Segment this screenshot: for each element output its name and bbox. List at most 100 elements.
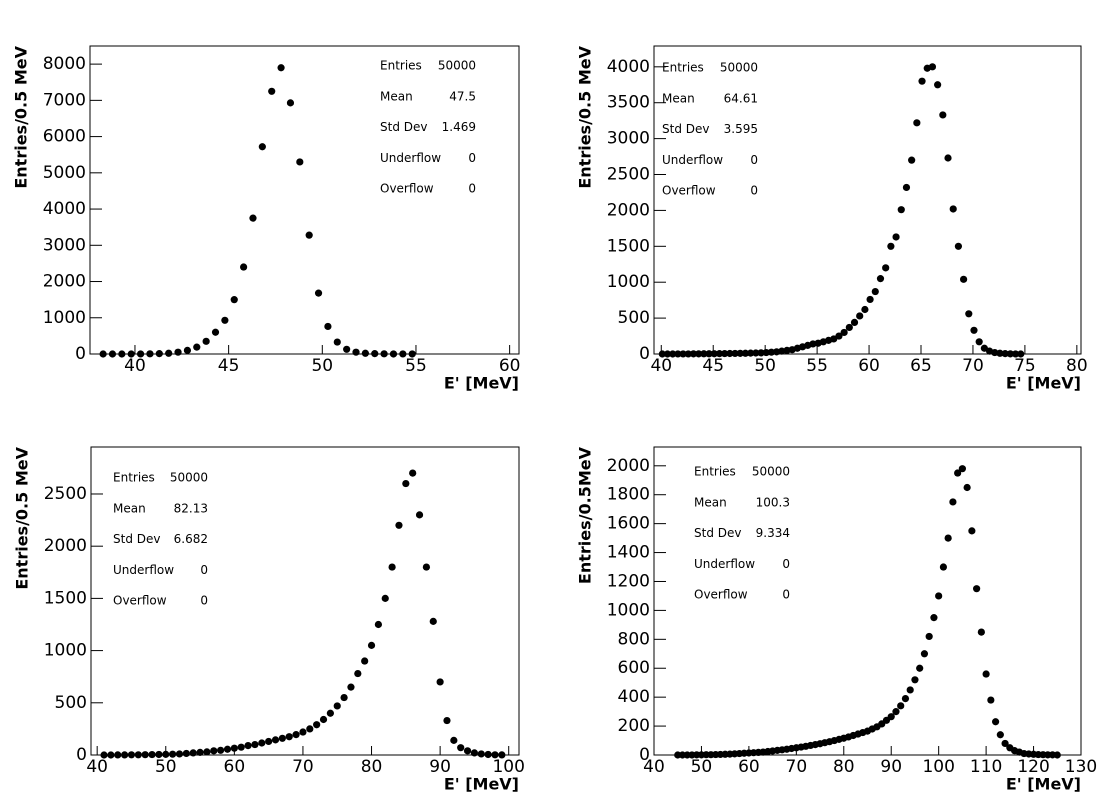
data-point — [973, 585, 981, 593]
data-point — [457, 744, 465, 752]
x-axis-title: E' [MeV] — [1006, 374, 1081, 393]
data-point — [415, 511, 424, 519]
data-point — [319, 715, 328, 724]
data-point — [258, 739, 266, 747]
data-point — [314, 289, 323, 297]
data-point — [381, 594, 389, 602]
data-point — [736, 349, 744, 357]
x-tick-label: 100 — [492, 757, 524, 777]
data-point — [477, 750, 485, 758]
y-tick-label: 400 — [618, 687, 650, 707]
data-point — [866, 295, 874, 304]
data-point — [721, 349, 729, 358]
data-point — [146, 350, 154, 358]
data-point — [193, 343, 201, 351]
stats-label: Mean — [380, 89, 413, 103]
data-point — [928, 63, 937, 71]
data-point — [244, 742, 252, 750]
data-point — [395, 521, 403, 529]
x-tick-label: 80 — [833, 757, 855, 777]
data-point — [954, 469, 962, 477]
y-tick-label: 2500 — [44, 484, 87, 504]
y-tick-label: 1800 — [607, 485, 650, 505]
y-tick-label: 1500 — [607, 236, 650, 256]
y-tick-label: 3000 — [43, 235, 86, 255]
y-tick-label: 2000 — [43, 272, 86, 292]
data-point — [409, 469, 417, 477]
data-point — [977, 628, 985, 636]
stats-value: 50000 — [170, 471, 208, 485]
data-point — [705, 350, 713, 358]
data-point — [1001, 350, 1009, 358]
data-point — [897, 206, 905, 214]
data-point — [165, 349, 173, 357]
data-point — [136, 350, 145, 358]
stats-label: Std Dev — [662, 122, 709, 136]
x-tick-label: 50 — [155, 757, 177, 777]
data-point — [118, 350, 126, 358]
data-point — [251, 740, 259, 749]
data-point — [127, 751, 136, 759]
x-tick-label: 60 — [224, 757, 246, 777]
y-axis-title: Entries/0.5 MeV — [13, 446, 32, 589]
y-axis-title: Entries/0.5MeV — [576, 446, 595, 584]
data-point — [845, 323, 853, 332]
data-point — [960, 275, 968, 283]
data-point — [934, 81, 942, 89]
data-point — [992, 718, 1000, 726]
y-tick-label: 7000 — [43, 90, 86, 110]
stats-value: 9.334 — [756, 526, 790, 540]
data-point — [169, 750, 177, 758]
stats-label: Overflow — [113, 594, 167, 608]
stats-value: 0 — [782, 588, 790, 602]
stats-value: 3.595 — [724, 122, 758, 136]
data-point — [679, 350, 687, 358]
data-point — [463, 747, 472, 755]
data-point — [361, 349, 369, 357]
data-point — [127, 350, 135, 358]
y-tick-label: 1600 — [607, 514, 650, 534]
data-point — [954, 242, 963, 250]
data-point — [324, 322, 332, 331]
data-point — [305, 231, 313, 239]
stats-value: 6.682 — [174, 532, 208, 546]
x-tick-label: 90 — [429, 757, 451, 777]
data-point — [861, 305, 869, 314]
data-point — [958, 465, 966, 473]
data-point — [292, 731, 300, 739]
data-point — [326, 709, 334, 717]
data-point — [223, 745, 232, 753]
data-point — [470, 749, 479, 757]
stats-value: 0 — [750, 184, 758, 198]
data-point — [99, 350, 107, 358]
stats-label: Underflow — [694, 557, 755, 571]
y-tick-label: 500 — [618, 308, 650, 328]
data-point — [906, 686, 914, 694]
plot-frame — [653, 45, 1082, 355]
data-point — [141, 751, 149, 759]
data-point — [663, 350, 672, 358]
data-point — [258, 143, 266, 151]
data-point — [175, 750, 184, 758]
data-point — [108, 350, 117, 358]
x-tick-label: 60 — [858, 356, 880, 376]
y-tick-label: 4000 — [607, 57, 650, 77]
data-point — [491, 751, 499, 759]
data-point — [996, 731, 1004, 739]
y-tick-label: 0 — [639, 344, 650, 364]
data-point — [944, 154, 952, 162]
x-tick-label: 75 — [1014, 356, 1036, 376]
data-point — [876, 275, 885, 283]
y-tick-label: 2500 — [607, 165, 650, 185]
panel: 40 45 50 55 60 0 1000 2000 3000 4000 5000 6000 7000 8… — [12, 45, 521, 392]
x-tick-label: 80 — [1066, 356, 1088, 376]
data-point — [949, 205, 957, 213]
data-point — [925, 632, 933, 641]
data-point — [897, 702, 905, 710]
data-point — [299, 728, 307, 736]
stats-value: 50000 — [752, 465, 790, 479]
stats-label: Mean — [113, 501, 146, 515]
data-point — [901, 695, 910, 703]
data-point — [249, 214, 257, 222]
x-tick-label: 130 — [1065, 757, 1097, 777]
